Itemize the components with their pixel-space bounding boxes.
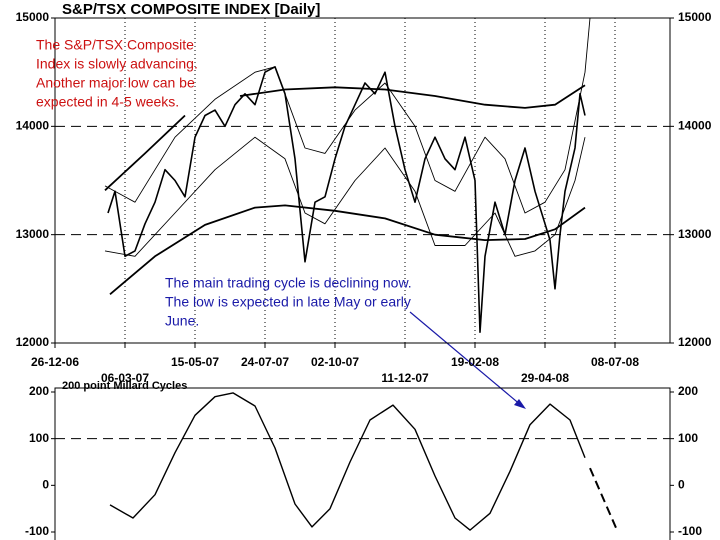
annotation: expected in 4-5 weeks. [36,94,179,110]
data-line [104,17,591,214]
y-tick-label-right: 12000 [678,335,712,349]
data-line [104,136,586,257]
y-tick-label-right: 0 [678,478,685,492]
x-tick-label: 24-07-07 [241,355,289,369]
x-tick-label: 06-03-07 [101,371,149,385]
panel-title: 200 point Millard Cycles [62,380,187,392]
annotation-arrow [409,311,523,407]
chart-title: S&P/TSX COMPOSITE INDEX [Daily] [62,1,320,18]
annotation: The low is expected in late May or early [165,294,411,310]
x-tick-label: 02-10-07 [311,355,359,369]
x-tick-label: 19-02-08 [451,355,499,369]
plot-frame [54,387,671,540]
y-tick-label: 15000 [16,10,50,24]
x-tick-label: 29-04-08 [521,371,569,385]
x-tick-label: 26-12-06 [31,355,79,369]
annotation: Another major low can be [36,75,195,91]
y-tick-label: -100 [25,524,49,538]
annotation: The S&P/TSX Composite [36,37,194,53]
arrow-head [514,399,526,409]
y-tick-label: 0 [42,478,49,492]
y-tick-label-right: 14000 [678,119,712,133]
y-tick-label: 13000 [16,227,50,241]
annotation: The main trading cycle is declining now. [165,275,412,291]
x-tick-label: 08-07-08 [591,355,639,369]
data-line [589,467,618,531]
y-tick-label-right: 13000 [678,227,712,241]
y-tick-label-right: 100 [678,431,698,445]
data-line [109,204,586,295]
plot-frame [54,17,671,344]
annotation: June. [165,313,199,329]
data-line [107,66,586,333]
data-line [109,392,586,531]
y-tick-label-right: -100 [678,524,702,538]
data-line [104,84,586,191]
y-tick-label: 12000 [16,335,50,349]
y-tick-label-right: 200 [678,384,698,398]
y-tick-label: 100 [29,431,49,445]
annotation: Index is slowly advancing. [36,56,198,72]
x-tick-label: 15-05-07 [171,355,219,369]
y-tick-label: 200 [29,384,49,398]
x-tick-label: 11-12-07 [381,371,429,385]
y-tick-label: 14000 [16,119,50,133]
y-tick-label-right: 15000 [678,10,712,24]
